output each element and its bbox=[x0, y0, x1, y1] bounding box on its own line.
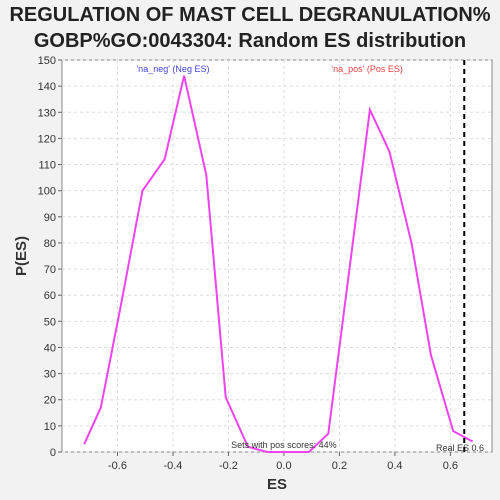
y-tick-label: 70 bbox=[44, 264, 56, 276]
plot-area bbox=[61, 59, 493, 453]
chart-title-line-1: REGULATION OF MAST CELL DEGRANULATION% bbox=[9, 4, 491, 26]
y-axis-label: P(ES) bbox=[13, 236, 30, 276]
x-tick-label: -0.4 bbox=[163, 460, 182, 472]
y-tick-label: 150 bbox=[38, 55, 56, 67]
grid-lines bbox=[62, 59, 492, 453]
y-tick-label: 40 bbox=[44, 342, 56, 354]
y-tick-label: 130 bbox=[38, 107, 56, 119]
es-distribution-line bbox=[83, 75, 474, 453]
x-axis-label: ES bbox=[267, 476, 287, 493]
y-tick-label: 120 bbox=[38, 133, 56, 145]
y-tick-label: 20 bbox=[44, 395, 56, 407]
pos-es-annotation: 'na_pos' (Pos ES) bbox=[331, 64, 402, 74]
y-tick-label: 30 bbox=[44, 369, 56, 381]
y-tick-label: 90 bbox=[44, 212, 56, 224]
y-tick-label: 140 bbox=[38, 81, 56, 93]
x-tick-label: 0.0 bbox=[276, 460, 291, 472]
y-tick-label: 110 bbox=[38, 160, 56, 172]
y-tick-label: 60 bbox=[44, 290, 56, 302]
x-tick-label: 0.4 bbox=[387, 460, 402, 472]
y-axis-ticks: 0 10 20 30 40 50 60 70 80 90 100 110 120 130 140 150 bbox=[38, 55, 62, 459]
x-tick-label: -0.2 bbox=[219, 460, 238, 472]
x-tick-label: -0.6 bbox=[108, 460, 127, 472]
chart-title: REGULATION OF MAST CELL DEGRANULATION% G… bbox=[0, 2, 500, 54]
y-tick-label: 50 bbox=[44, 316, 56, 328]
y-tick-label: 0 bbox=[50, 447, 56, 459]
neg-es-annotation: 'na_neg' (Neg ES) bbox=[136, 64, 209, 74]
x-tick-label: 0.6 bbox=[443, 460, 458, 472]
x-tick-label: 0.2 bbox=[332, 460, 347, 472]
pos-scores-annotation: Sets with pos scores: 44% bbox=[231, 440, 337, 450]
chart-title-line-2: GOBP%GO:0043304: Random ES distribution bbox=[33, 30, 467, 52]
y-tick-label: 10 bbox=[44, 421, 56, 433]
real-es-label: Real ES 0.6 bbox=[436, 443, 484, 453]
x-axis-ticks: -0.6 -0.4 -0.2 0.0 0.2 0.4 0.6 bbox=[108, 452, 458, 472]
y-tick-label: 100 bbox=[38, 186, 56, 198]
y-tick-label: 80 bbox=[44, 238, 56, 250]
